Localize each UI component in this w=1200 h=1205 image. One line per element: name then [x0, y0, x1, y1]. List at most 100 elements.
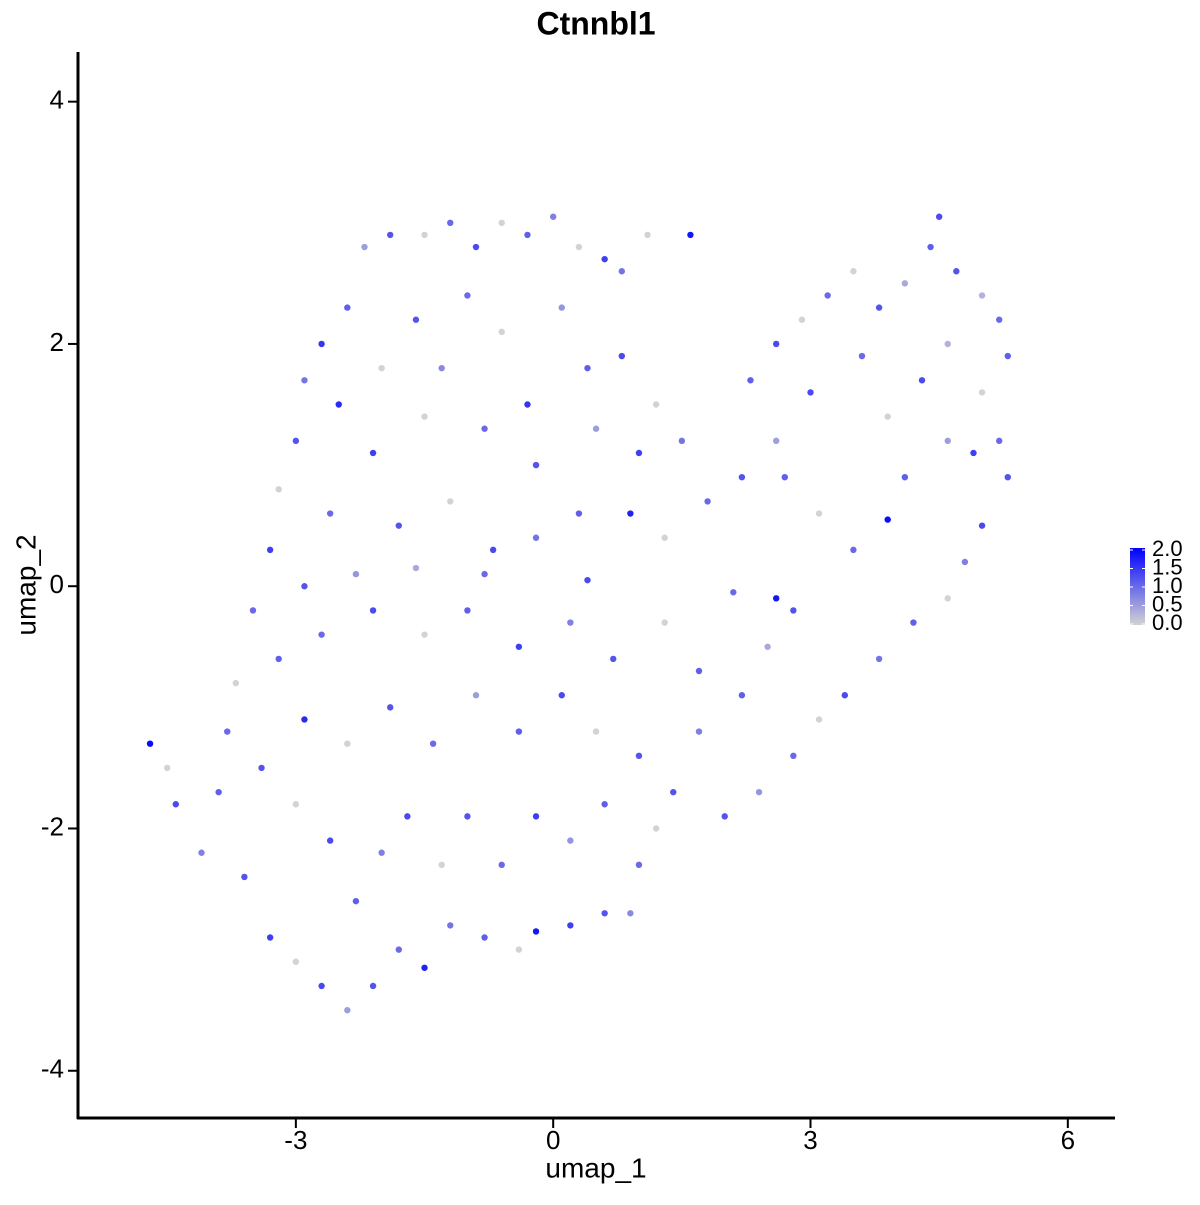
point — [198, 849, 205, 856]
point — [532, 928, 540, 935]
point — [584, 364, 591, 372]
point — [824, 292, 831, 299]
y-tick-label: -4 — [41, 1054, 64, 1084]
point — [361, 243, 368, 251]
point — [944, 595, 951, 602]
point — [421, 631, 428, 638]
point — [524, 401, 531, 408]
point — [292, 437, 300, 445]
point — [481, 934, 488, 941]
point — [447, 219, 454, 227]
point — [858, 352, 866, 360]
point — [378, 849, 385, 856]
point — [301, 377, 308, 384]
point — [807, 389, 814, 396]
point — [996, 316, 1003, 323]
point — [352, 570, 360, 578]
point — [498, 861, 505, 869]
colorbar-label: 0.5 — [1152, 591, 1183, 616]
point — [798, 316, 806, 323]
point — [738, 473, 746, 481]
point — [301, 716, 308, 723]
point — [978, 389, 986, 396]
y-axis-label: umap_2 — [10, 534, 41, 635]
point — [850, 546, 857, 554]
point — [292, 958, 300, 965]
point — [1004, 473, 1011, 481]
point — [464, 813, 471, 820]
point — [678, 437, 686, 445]
point — [275, 655, 282, 663]
point — [652, 825, 660, 832]
point — [944, 437, 951, 445]
point — [567, 922, 574, 929]
x-tick-label: 3 — [803, 1125, 817, 1155]
point — [961, 558, 969, 566]
x-axis-label: umap_1 — [545, 1152, 646, 1183]
colorbar-label: 2.0 — [1152, 536, 1183, 561]
point — [472, 243, 480, 251]
point — [815, 716, 823, 723]
x-tick-label: -3 — [284, 1125, 307, 1155]
point — [635, 752, 643, 760]
point — [318, 631, 325, 638]
point — [884, 516, 891, 523]
point — [627, 910, 634, 917]
point — [447, 922, 454, 929]
x-tick-label: 6 — [1061, 1125, 1075, 1155]
y-tick-label: -2 — [41, 811, 64, 841]
point — [644, 231, 651, 239]
point — [266, 934, 274, 941]
point — [781, 473, 788, 481]
y-tick-label: 4 — [50, 85, 64, 115]
point — [344, 1006, 351, 1014]
point — [318, 340, 325, 348]
point — [515, 728, 523, 735]
point — [549, 213, 557, 220]
point — [996, 437, 1003, 445]
point — [772, 437, 780, 445]
point — [395, 946, 402, 953]
point — [387, 231, 394, 239]
point — [567, 619, 574, 626]
point — [421, 231, 428, 239]
point — [901, 280, 909, 287]
point — [592, 728, 600, 735]
point — [627, 510, 634, 517]
point — [687, 231, 694, 239]
point — [978, 292, 986, 299]
point — [635, 861, 643, 869]
point — [601, 910, 608, 917]
point — [369, 982, 377, 990]
point — [635, 449, 643, 457]
point — [970, 449, 977, 457]
colorbar-label: 1.0 — [1152, 573, 1183, 598]
point — [344, 304, 351, 311]
point — [901, 473, 909, 481]
point — [421, 964, 428, 971]
point — [755, 788, 763, 796]
point — [790, 607, 797, 614]
point — [429, 740, 437, 747]
point — [438, 861, 445, 869]
point — [738, 692, 746, 699]
point — [292, 801, 300, 808]
point — [369, 607, 377, 614]
point — [395, 522, 402, 529]
point — [241, 873, 248, 881]
colorbar-label: 1.5 — [1152, 554, 1183, 579]
point — [438, 364, 445, 372]
point — [335, 401, 342, 408]
y-tick-label: 0 — [50, 569, 64, 599]
point — [146, 740, 154, 747]
point — [481, 570, 488, 578]
point — [164, 764, 171, 772]
point — [884, 413, 891, 420]
point — [841, 692, 849, 699]
point — [412, 316, 420, 323]
point — [472, 692, 480, 699]
point — [524, 231, 531, 239]
y-tick-label: 2 — [50, 327, 64, 357]
point — [618, 268, 626, 275]
